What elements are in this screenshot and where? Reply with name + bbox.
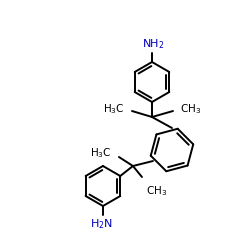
Text: H$_2$N: H$_2$N xyxy=(90,217,114,231)
Text: CH$_3$: CH$_3$ xyxy=(146,184,167,198)
Text: H$_3$C: H$_3$C xyxy=(90,146,112,160)
Text: H$_3$C: H$_3$C xyxy=(104,102,125,116)
Text: CH$_3$: CH$_3$ xyxy=(180,102,201,116)
Text: NH$_2$: NH$_2$ xyxy=(142,37,164,51)
